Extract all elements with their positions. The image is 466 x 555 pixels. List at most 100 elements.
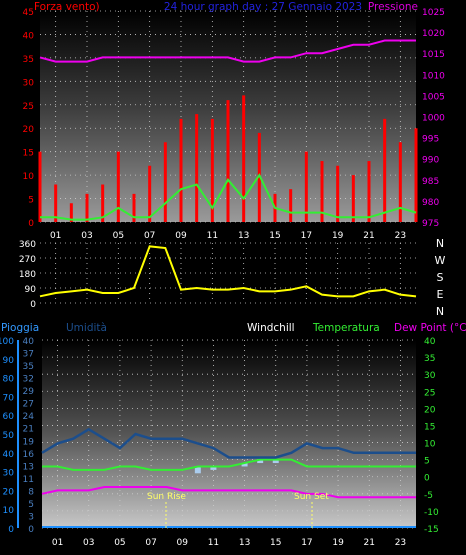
temperature-tick-label: -5 — [424, 491, 433, 501]
x-tick-label: 23 — [395, 538, 406, 548]
direction-tick-label: 270 — [19, 255, 36, 265]
temperature-tick-label: -10 — [424, 508, 439, 518]
temperature-tick-label: 15 — [424, 422, 435, 432]
temperature-tick-label: 35 — [424, 354, 435, 364]
x-tick-label: 11 — [208, 538, 219, 548]
rain-tick-label: 100 — [0, 337, 14, 347]
temperature-tick-label: 5 — [424, 457, 430, 467]
wind-tick-label: 30 — [23, 78, 35, 88]
rain-axis-ticks: 0 10 20 30 40 50 60 70 80 90 100 — [0, 337, 19, 535]
rain-tick-label: 10 — [3, 506, 15, 516]
pressure-tick-label: 1020 — [422, 29, 445, 39]
humidity-tick-label: 11 — [23, 475, 34, 485]
humidity-temperature-series — [41, 427, 416, 528]
rain-tick-label: 40 — [3, 450, 15, 460]
humidity-tick-label: 8 — [28, 487, 34, 497]
direction-series — [39, 245, 417, 298]
humidity-tick-label: 5 — [28, 500, 34, 510]
humidity-tick-label: 29 — [23, 387, 35, 397]
x-tick-label: 23 — [395, 231, 406, 241]
rain-label: Pioggia — [1, 322, 39, 334]
x-tick-label: 13 — [238, 231, 249, 241]
temperature-tick-label: -15 — [424, 525, 439, 535]
rain-tick-label: 0 — [8, 525, 14, 535]
pressure-tick-label: 980 — [422, 198, 439, 208]
direction-tick-label: 0 — [30, 300, 36, 310]
direction-tick-label: 360 — [19, 240, 36, 250]
wind-tick-label: 25 — [23, 102, 34, 112]
pressure-axis-ticks: 975 980 985 990 995 1000 1005 1010 1015 1020 1025 — [422, 8, 445, 229]
rain-tick-label: 80 — [3, 375, 15, 385]
humidity-label: Umidità — [66, 322, 107, 334]
humidity-tick-label: 21 — [23, 425, 34, 435]
pressure-tick-label: 1005 — [422, 92, 445, 102]
humidity-tick-label: 13 — [23, 462, 34, 472]
wind-title: Forza vento) — [34, 1, 100, 13]
pressure-tick-label: 990 — [422, 156, 439, 166]
windchill-label: Windchill — [247, 322, 295, 334]
wind-average-line — [40, 173, 417, 221]
compass-tick-label: E — [437, 288, 444, 301]
pressure-line — [39, 39, 416, 63]
temperature-tick-label: 10 — [424, 440, 436, 450]
wind-tick-label: 45 — [23, 8, 34, 18]
temperature-line — [42, 458, 416, 471]
x-axis-ticks-top: 01 03 05 07 09 11 13 15 17 19 21 23 — [50, 231, 406, 241]
dewpoint-label: Dew Point (°C) — [394, 322, 466, 334]
x-tick-label: 09 — [175, 231, 187, 241]
compass-tick-label: N — [436, 237, 444, 250]
pressure-tick-label: 995 — [422, 135, 439, 145]
rain-tick-label: 70 — [3, 393, 15, 403]
humidity-tick-label: 40 — [23, 337, 35, 347]
humidity-tick-label: 32 — [23, 375, 34, 385]
x-tick-label: 13 — [239, 538, 250, 548]
x-tick-label: 11 — [207, 231, 218, 241]
temperature-tick-label: 20 — [424, 405, 436, 415]
wind-tick-label: 0 — [28, 219, 34, 229]
pressure-tick-label: 975 — [422, 219, 439, 229]
wind-tick-label: 10 — [23, 172, 35, 182]
x-tick-label: 17 — [301, 538, 312, 548]
pressure-title: Pressione — [368, 1, 418, 13]
x-tick-label: 01 — [52, 538, 63, 548]
temperature-axis-ticks: -15 -10 -5 0 5 10 15 20 25 30 35 40 — [424, 337, 439, 535]
x-tick-label: 07 — [144, 231, 155, 241]
humidity-tick-label: 16 — [23, 450, 35, 460]
humidity-tick-label: 19 — [23, 437, 35, 447]
wind-tick-label: 35 — [23, 55, 34, 65]
dewpoint-line — [41, 485, 416, 499]
x-tick-label: 03 — [83, 538, 94, 548]
rain-tick-label: 90 — [3, 356, 15, 366]
pressure-tick-label: 1000 — [422, 114, 445, 124]
x-tick-label: 05 — [113, 231, 124, 241]
x-tick-label: 15 — [269, 231, 280, 241]
humidity-tick-label: 3 — [28, 512, 34, 522]
humidity-tick-label: 0 — [28, 525, 34, 535]
temperature-tick-label: 40 — [424, 337, 436, 347]
x-tick-label: 19 — [332, 231, 344, 241]
wind-tick-label: 40 — [23, 31, 35, 41]
humidity-tick-label: 35 — [23, 362, 34, 372]
sunrise-label: Sun Rise — [147, 492, 186, 502]
direction-panel-background — [40, 242, 416, 309]
rain-tick-label: 60 — [3, 412, 15, 422]
compass-tick-label: S — [437, 271, 444, 284]
direction-tick-label: 180 — [19, 270, 36, 280]
sunrise-marker: Sun Rise — [147, 492, 186, 528]
x-tick-label: 19 — [332, 538, 344, 548]
rain-tick-label: 20 — [3, 487, 15, 497]
wind-tick-label: 15 — [23, 149, 34, 159]
humidity-tick-label: 24 — [23, 412, 35, 422]
x-axis-ticks-bottom: 01 03 05 07 09 11 13 15 17 19 21 23 — [52, 538, 406, 548]
compass-tick-label: N — [436, 305, 444, 318]
x-tick-label: 05 — [114, 538, 125, 548]
temperature-tick-label: 30 — [424, 371, 436, 381]
temperature-tick-label: 25 — [424, 388, 435, 398]
wind-tick-label: 20 — [23, 125, 35, 135]
pressure-tick-label: 1010 — [422, 71, 445, 81]
rain-tick-label: 50 — [3, 431, 15, 441]
x-tick-label: 03 — [81, 231, 92, 241]
